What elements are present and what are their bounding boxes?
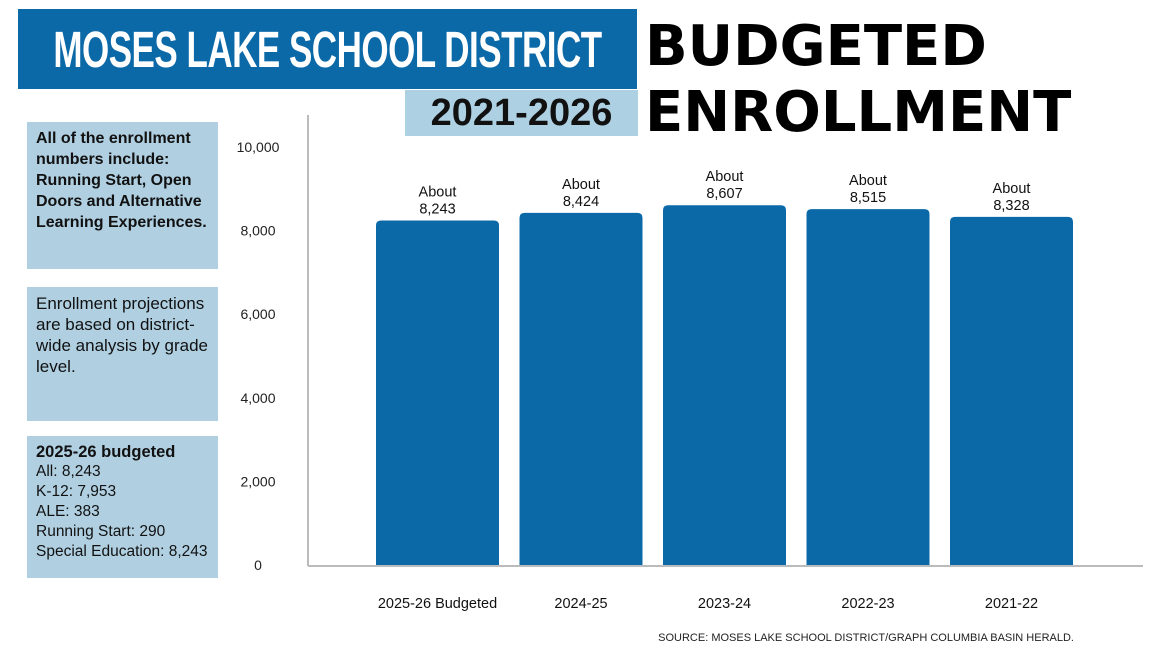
chart-title: BUDGETED ENROLLMENT [645,14,1071,146]
note-line: ALE: 383 [36,503,100,520]
data-label-prefix: About [562,177,600,193]
y-tick-label: 2,000 [240,473,275,489]
bar [519,212,643,565]
source-note: SOURCE: MOSES LAKE SCHOOL DISTRICT/GRAPH… [658,632,1074,644]
x-tick-label: 2023-24 [698,596,751,612]
note-2025-budget: 2025-26 budgeted All: 8,243 K-12: 7,953 … [27,436,218,578]
data-label-value: 8,424 [563,194,599,210]
note-line: All: 8,243 [36,463,101,480]
y-tick-label: 6,000 [240,306,275,322]
data-label-prefix: About [849,173,887,189]
bar [663,205,786,565]
bar [806,209,930,565]
data-label-prefix: About [419,184,457,200]
note-heading: 2025-26 budgeted [36,443,176,461]
data-label-value: 8,515 [850,190,886,206]
year-range: 2021-2026 [405,90,638,136]
x-tick-label: 2025-26 Budgeted [378,596,497,612]
data-label-prefix: About [706,169,744,185]
note-line: Running Start: 290 [36,523,166,540]
note-line: K-12: 7,953 [36,483,117,500]
y-tick-label: 10,000 [237,139,280,155]
title-line-2: ENROLLMENT [645,80,1072,145]
title-line-1: BUDGETED [645,14,987,79]
note-included-programs: All of the enrollment numbers include: R… [27,122,218,269]
data-label-prefix: About [993,181,1031,197]
y-tick-label: 0 [254,557,262,573]
x-tick-label: 2021-22 [985,596,1038,612]
district-name: MOSES LAKE SCHOOL DISTRICT [53,21,602,79]
data-label-value: 8,328 [993,198,1029,214]
y-tick-label: 8,000 [240,223,275,239]
note-projections: Enrollment projections are based on dist… [27,287,218,421]
data-label-value: 8,607 [706,186,742,202]
y-tick-label: 4,000 [240,390,275,406]
bar [376,220,499,565]
x-tick-label: 2024-25 [554,596,607,612]
x-tick-label: 2022-23 [841,596,894,612]
bar [950,216,1073,566]
data-label-value: 8,243 [419,201,455,217]
note-line: Special Education: 8,243 [36,543,208,560]
district-banner: MOSES LAKE SCHOOL DISTRICT [18,9,637,89]
